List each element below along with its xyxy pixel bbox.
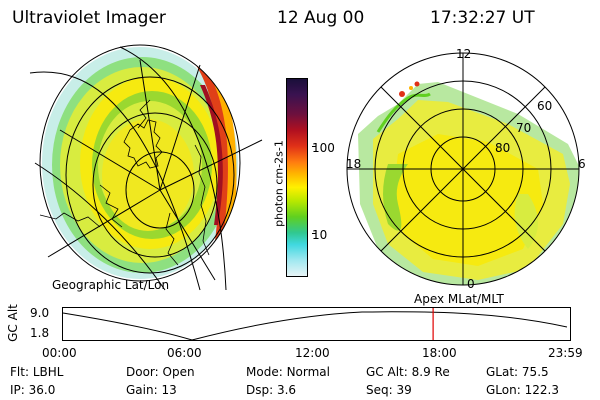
- geographic-aurora-image: Geographic Lat/Lon: [29, 44, 263, 292]
- altitude-tick-high: 9.0: [30, 306, 50, 320]
- status-mode: Mode: Normal: [246, 365, 330, 379]
- status-dsp: Dsp: 3.6: [246, 383, 297, 397]
- mlt-label-6: 6: [578, 157, 586, 171]
- status-flt: Flt: LBHL: [10, 365, 64, 379]
- time-tick-2359: 23:59: [548, 346, 583, 360]
- colorbar-tick-mark: [312, 146, 316, 147]
- mlt-label-18: 18: [346, 157, 361, 171]
- altitude-tick-low: 1.8: [30, 326, 50, 340]
- mlat-label-60: 60: [537, 99, 552, 113]
- mlat-label-80: 80: [495, 141, 510, 155]
- status-glat: GLat: 75.5: [486, 365, 549, 379]
- colorbar-unit-label: photon cm-2s-1: [272, 140, 286, 227]
- time-tick-0000: 00:00: [42, 346, 77, 360]
- time-tick-1200: 12:00: [295, 346, 330, 360]
- colorbar-tick-mark: [312, 233, 316, 234]
- polar-aurora-plot: 12 18 6 0 60 70 80: [346, 47, 586, 291]
- mlt-label-0: 0: [467, 277, 475, 291]
- altitude-strip-chart: [62, 307, 571, 341]
- status-gc-alt: GC Alt: 8.9 Re: [366, 365, 450, 379]
- date-readout: 12 Aug 00: [277, 8, 365, 28]
- time-tick-0600: 06:00: [167, 346, 202, 360]
- colorbar-tick-10: 10: [312, 228, 328, 242]
- status-ip: IP: 36.0: [10, 383, 56, 397]
- status-seq: Seq: 39: [366, 383, 412, 397]
- time-tick-1800: 18:00: [422, 346, 457, 360]
- altitude-axis-label: GC Alt: [6, 304, 20, 342]
- polar-plot-caption: Apex MLat/MLT: [414, 292, 504, 306]
- colorbar-tick-100: 100: [312, 141, 335, 155]
- status-gain: Gain: 13: [126, 383, 177, 397]
- mlat-label-70: 70: [516, 121, 531, 135]
- geo-map-caption: Geographic Lat/Lon: [52, 278, 169, 292]
- time-readout: 17:32:27 UT: [430, 8, 535, 28]
- app-title: Ultraviolet Imager: [12, 8, 166, 28]
- colorbar: [286, 78, 308, 277]
- status-glon: GLon: 122.3: [486, 383, 559, 397]
- status-door: Door: Open: [126, 365, 195, 379]
- mlt-label-12: 12: [456, 47, 471, 61]
